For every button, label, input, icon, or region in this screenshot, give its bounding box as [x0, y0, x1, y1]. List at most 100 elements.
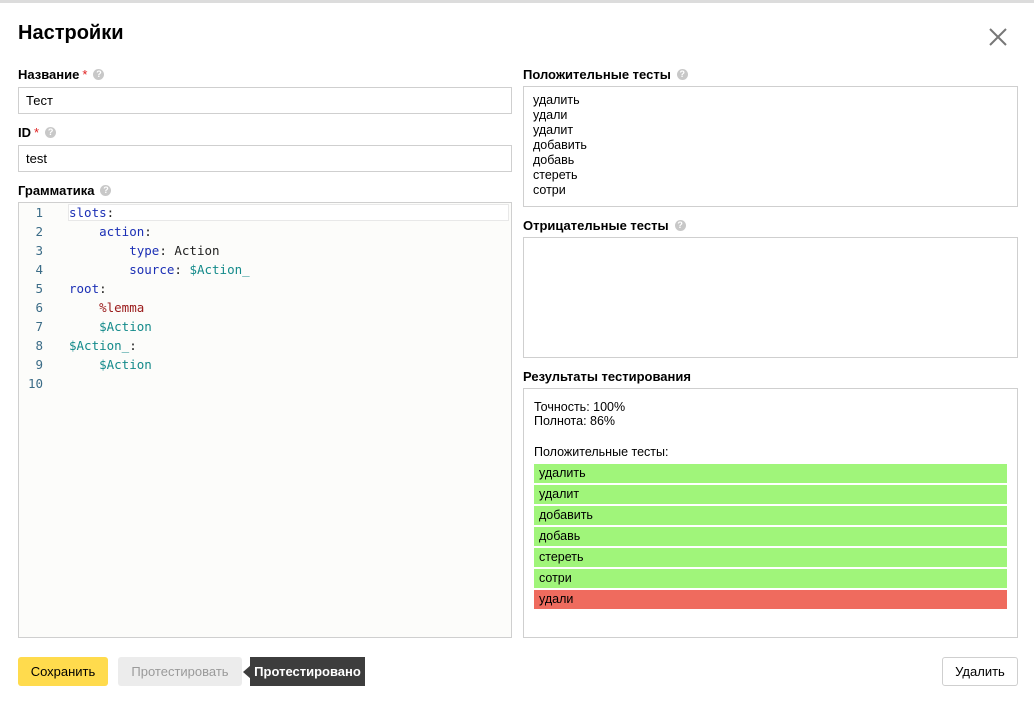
result-row-pass: стереть [534, 548, 1007, 567]
code-token: $Action_ [69, 338, 130, 353]
positive-test-item: сотри [533, 183, 566, 197]
code-content: $Action [69, 357, 152, 372]
help-icon[interactable]: ? [45, 127, 57, 138]
name-label: Название * ? [18, 67, 105, 82]
negative-tests-textarea[interactable] [523, 237, 1018, 358]
tooltip-arrow-icon [243, 665, 251, 679]
help-icon[interactable]: ? [674, 220, 686, 231]
top-border [0, 0, 1034, 3]
help-icon[interactable]: ? [676, 69, 688, 80]
code-token: type [129, 243, 160, 258]
positive-tests-label-text: Положительные тесты [523, 67, 671, 82]
result-row-pass: сотри [534, 569, 1007, 588]
dialog-title: Настройки [18, 22, 124, 44]
code-token: : [129, 338, 137, 353]
line-number: 2 [35, 224, 43, 239]
result-row-fail: удали [534, 590, 1007, 609]
precision-text: Точность: 100% [534, 400, 626, 414]
test-button[interactable]: Протестировать [118, 657, 242, 686]
code-token [69, 243, 129, 258]
positive-test-item: удалит [533, 123, 574, 137]
delete-button[interactable]: Удалить [942, 657, 1018, 686]
code-line: 10 [19, 376, 511, 395]
code-content: slots: [69, 205, 114, 220]
results-label: Результаты тестирования [523, 369, 691, 384]
code-token: : [99, 281, 107, 296]
code-content: $Action_: [69, 338, 137, 353]
negative-tests-label: Отрицательные тесты ? [523, 218, 686, 233]
line-number: 5 [35, 281, 43, 296]
code-token: : [106, 205, 115, 220]
code-token: slots [69, 205, 107, 220]
line-number: 8 [35, 338, 43, 353]
code-token [69, 319, 99, 334]
result-row-pass: удалит [534, 485, 1007, 504]
code-line: 5 root: [19, 281, 511, 300]
code-token: root [69, 281, 100, 296]
positive-test-item: удали [533, 108, 568, 122]
save-button[interactable]: Сохранить [18, 657, 108, 686]
current-line-highlight [68, 204, 509, 221]
line-number: 10 [27, 376, 43, 391]
line-number: 4 [35, 262, 43, 277]
code-content: %lemma [69, 300, 144, 315]
required-marker: * [34, 125, 40, 140]
code-content: action: [69, 224, 152, 239]
code-content: type: Action [69, 243, 220, 258]
code-content: source: $Action_ [69, 262, 250, 277]
code-line: 6 %lemma [19, 300, 511, 319]
code-token [69, 224, 99, 239]
code-line: 4 source: $Action_ [19, 262, 511, 281]
grammar-label: Грамматика ? [18, 183, 112, 198]
result-row-pass: добавь [534, 527, 1007, 546]
code-token: $Action [99, 319, 152, 334]
code-token: : [174, 262, 190, 277]
positive-tests-textarea[interactable] [523, 86, 1018, 207]
code-token [69, 357, 99, 372]
code-token: %lemma [99, 300, 145, 315]
close-icon[interactable] [986, 25, 1010, 49]
code-token: action [99, 224, 145, 239]
code-content: $Action [69, 319, 152, 334]
id-label-text: ID [18, 125, 31, 140]
code-token: $Action_ [189, 262, 250, 277]
result-row-pass: удалить [534, 464, 1007, 483]
code-content: root: [69, 281, 107, 296]
negative-tests-label-text: Отрицательные тесты [523, 218, 669, 233]
code-line: 3 type: Action [19, 243, 511, 262]
positive-test-item: стереть [533, 168, 578, 182]
code-line: 7 $Action [19, 319, 511, 338]
code-token: source [129, 262, 175, 277]
positive-tests-list: удалить удали удалит добавить добавь стереть с… [533, 93, 587, 198]
recall-text: Полнота: 86% [534, 414, 616, 428]
code-token: $Action [99, 357, 152, 372]
name-label-text: Название [18, 67, 80, 82]
grammar-label-text: Грамматика [18, 183, 95, 198]
code-line: 9 $Action [19, 357, 511, 376]
results-label-text: Результаты тестирования [523, 369, 691, 384]
line-number: 1 [35, 205, 43, 220]
line-number: 9 [35, 357, 43, 372]
help-icon[interactable]: ? [93, 69, 105, 80]
name-input[interactable]: Тест [18, 87, 512, 114]
code-token: : Action [159, 243, 220, 258]
positive-tests-label: Положительные тесты ? [523, 67, 688, 82]
code-token: : [144, 224, 152, 239]
code-line: 2 action: [19, 224, 511, 243]
id-label: ID * ? [18, 125, 57, 140]
code-token [69, 262, 129, 277]
positive-results-header: Положительные тесты: [534, 445, 669, 459]
positive-test-item: добавь [533, 153, 575, 167]
tested-tooltip: Протестировано [250, 657, 365, 686]
grammar-editor[interactable]: 1 slots: 2 action: 3 type: Action 4 source: … [18, 202, 512, 638]
line-number: 7 [35, 319, 43, 334]
code-token [69, 300, 99, 315]
required-marker: * [82, 67, 88, 82]
help-icon[interactable]: ? [100, 185, 112, 196]
code-line: 8 $Action_: [19, 338, 511, 357]
positive-test-item: добавить [533, 138, 587, 152]
id-input[interactable]: test [18, 145, 512, 172]
line-number: 6 [35, 300, 43, 315]
code-line: 1 slots: [19, 205, 511, 224]
result-row-pass: добавить [534, 506, 1007, 525]
